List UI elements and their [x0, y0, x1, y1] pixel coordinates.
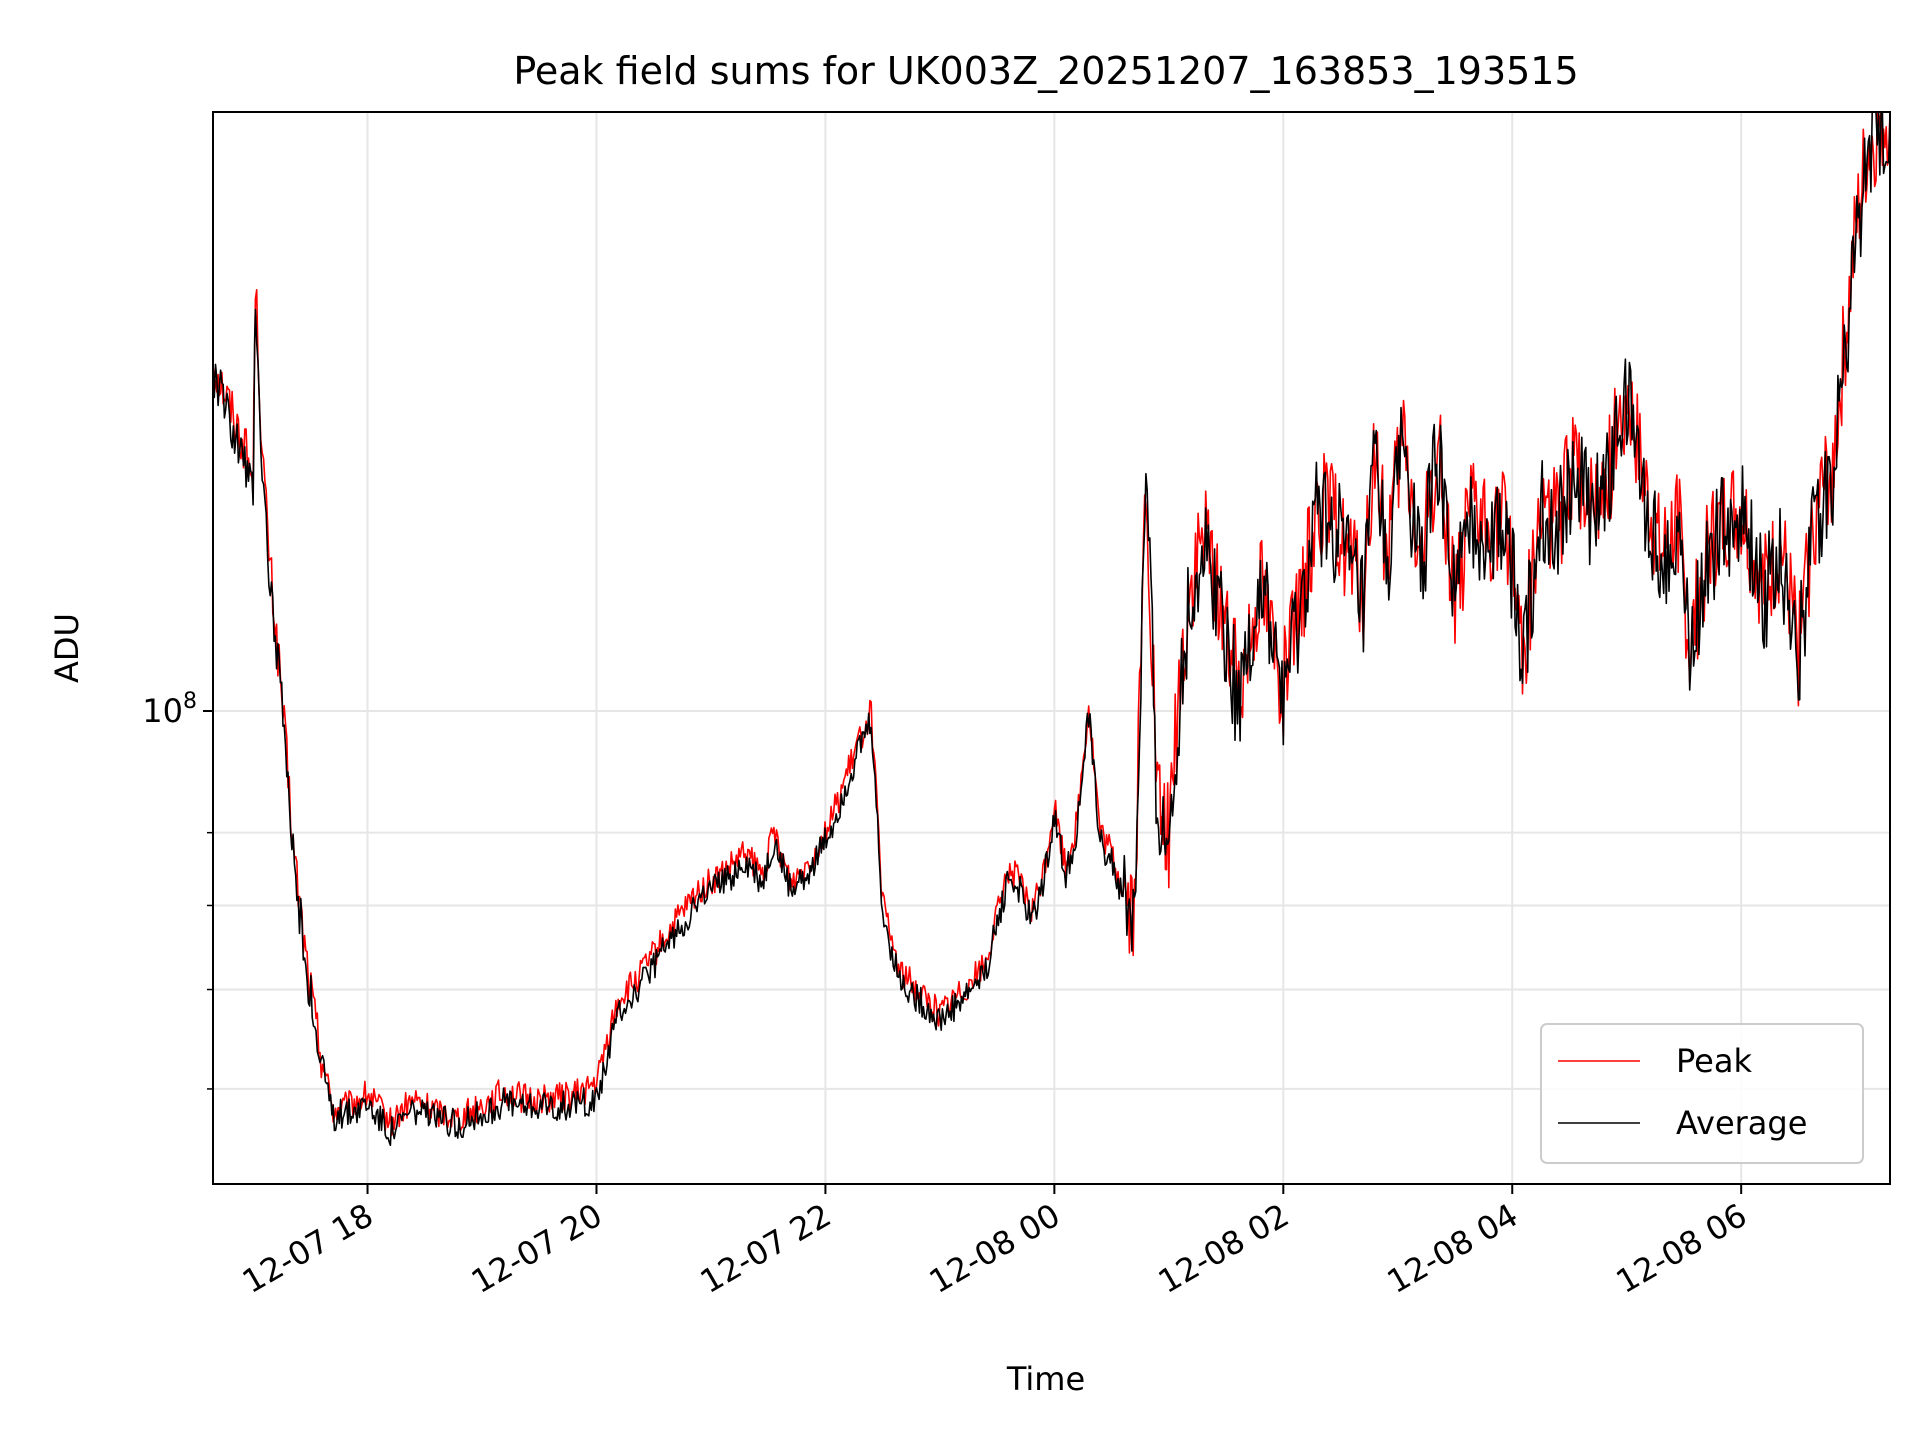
legend: Peak Average — [1540, 1023, 1864, 1164]
y-tick-label: 108 — [142, 689, 197, 730]
plot-frame — [212, 111, 1891, 1185]
legend-box — [1540, 1023, 1864, 1164]
x-axis-label: Time — [1006, 1360, 1085, 1398]
chart-title: Peak field sums for UK003Z_20251207_1638… — [513, 49, 1578, 93]
y-axis-label: ADU — [48, 613, 86, 683]
y-axis: 108 — [142, 689, 213, 1090]
legend-average-label: Average — [1676, 1104, 1807, 1142]
series-layer — [212, 111, 1891, 1147]
legend-peak-label: Peak — [1676, 1042, 1752, 1080]
series-average-line — [212, 111, 1891, 1147]
grid — [213, 112, 1890, 1184]
